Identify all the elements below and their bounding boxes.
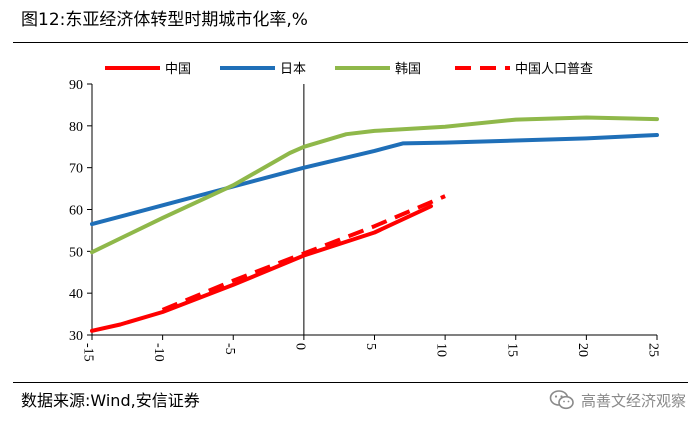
series-layer: [90, 115, 659, 333]
series-line-2: [90, 115, 659, 255]
y-tick-label: 80: [69, 120, 83, 135]
bottom-rule: [13, 382, 688, 383]
x-tick-label: -5: [222, 343, 237, 355]
y-tick-label: 60: [69, 204, 83, 219]
x-tick-label: 5: [363, 343, 378, 350]
series-line-3: [161, 194, 446, 312]
x-tick-label: -10: [151, 343, 166, 362]
y-tick-label: 30: [69, 329, 83, 344]
source-note: 数据来源:Wind,安信证券: [21, 391, 200, 410]
y-tick-label: 50: [69, 245, 83, 260]
legend: 中国 日本 韩国 中国人口普查: [105, 62, 593, 77]
legend-label-1: 日本: [280, 62, 306, 77]
x-tick-label: -15: [81, 343, 96, 362]
x-tick-label: 25: [646, 343, 661, 357]
y-tick-label: 70: [69, 162, 83, 177]
series-line-1: [90, 133, 659, 227]
legend-label-3: 中国人口普查: [515, 62, 593, 77]
legend-label-2: 韩国: [395, 62, 421, 77]
x-tick-label: 10: [434, 343, 449, 357]
watermark: 高善文经济观察: [549, 386, 686, 414]
series-line-0: [90, 204, 433, 333]
axes: 30 40 50 60 70 80 90 -15 -10 -5 0 5 10 15 20 25: [69, 78, 661, 362]
y-tick-label: 40: [69, 287, 83, 302]
top-rule: [13, 42, 688, 43]
legend-label-0: 中国: [165, 62, 191, 77]
x-tick-label: 0: [292, 343, 307, 350]
chart-title: 图12:东亚经济体转型时期城市化率,%: [21, 10, 308, 30]
y-tick-label: 90: [69, 78, 83, 93]
wechat-icon: [549, 390, 574, 410]
watermark-text: 高善文经济观察: [580, 391, 686, 410]
x-tick-label: 15: [504, 343, 519, 357]
x-tick-label: 20: [575, 343, 590, 357]
